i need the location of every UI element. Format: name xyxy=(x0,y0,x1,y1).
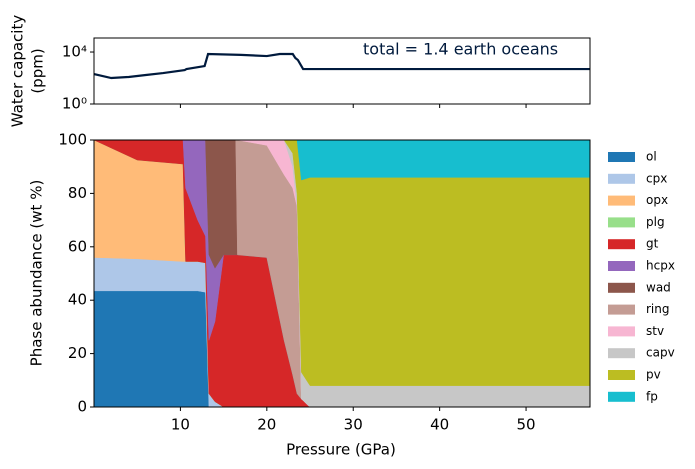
legend-label: hcpx xyxy=(646,259,675,273)
axes-frame xyxy=(93,37,591,105)
y-axis-label: Phase abundance (wt %) xyxy=(28,180,46,367)
legend-swatch xyxy=(608,261,635,271)
legend-swatch xyxy=(608,152,635,162)
x-axis-label: Pressure (GPa) xyxy=(286,441,396,459)
legend-swatch xyxy=(608,326,635,337)
annotation: total = 1.4 earth oceans xyxy=(363,40,558,59)
legend-swatch xyxy=(608,304,635,315)
x-tick-label: 10 xyxy=(171,416,190,434)
legend-label: wad xyxy=(646,280,671,294)
legend-swatch xyxy=(608,217,635,228)
line xyxy=(93,52,590,80)
legend-swatch xyxy=(608,173,635,184)
legend-label: cpx xyxy=(646,171,667,185)
legend-label: stv xyxy=(646,324,664,338)
legend-label: opx xyxy=(646,193,668,207)
y-tick-label: 40 xyxy=(68,291,87,309)
y-tick-label: 10⁴ xyxy=(62,43,87,61)
legend-swatch xyxy=(608,282,635,293)
legend-label: ring xyxy=(646,302,670,316)
legend-label: ol xyxy=(646,150,657,164)
x-tick-label: 20 xyxy=(257,416,276,434)
legend-label: pv xyxy=(646,368,661,382)
y-tick-label: 20 xyxy=(68,344,87,362)
x-tick-label: 40 xyxy=(430,416,449,434)
legend-swatch xyxy=(608,195,635,206)
legend-swatch xyxy=(608,348,635,359)
x-tick-label: 50 xyxy=(517,416,536,434)
y-tick-label: 0 xyxy=(77,398,87,416)
y-axis-label: Water capacity xyxy=(9,15,27,128)
y-tick-label: 80 xyxy=(68,184,87,202)
legend-label: capv xyxy=(646,346,675,360)
y-tick-label: 60 xyxy=(68,237,87,255)
legend-label: plg xyxy=(646,215,665,229)
y-axis-label: (ppm) xyxy=(29,48,47,93)
legend-label: fp xyxy=(646,389,658,403)
axes-frame xyxy=(93,139,591,408)
y-tick-label: 10⁰ xyxy=(62,95,87,113)
x-tick-label: 30 xyxy=(344,416,363,434)
legend-swatch xyxy=(608,370,635,380)
legend-label: gt xyxy=(646,237,659,251)
y-tick-label: 100 xyxy=(58,131,87,149)
legend-swatch xyxy=(608,391,635,402)
legend-swatch xyxy=(608,239,635,250)
